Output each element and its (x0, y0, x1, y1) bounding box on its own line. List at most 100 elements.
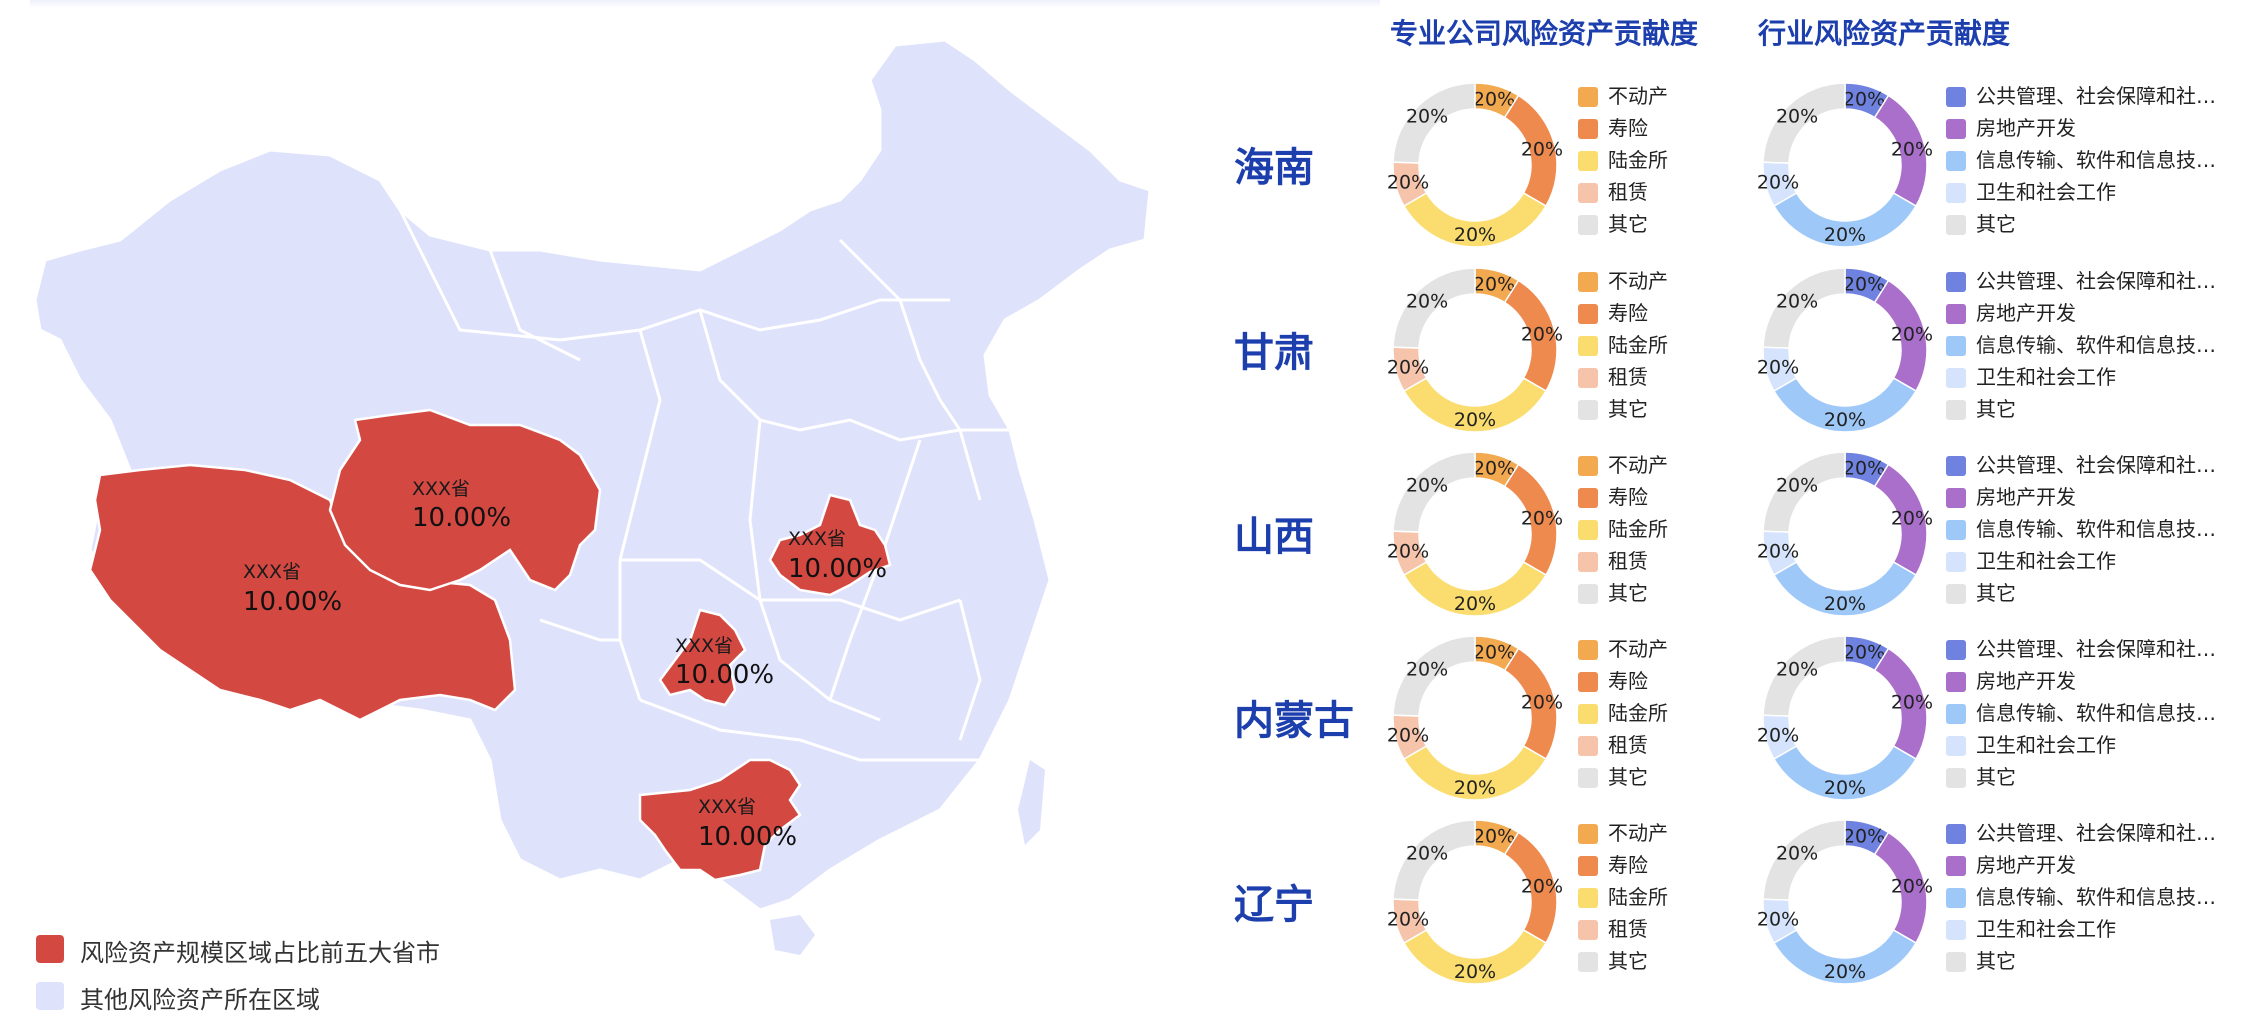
legend-swatch (1946, 768, 1966, 788)
donut-slice-label: 20% (1824, 777, 1866, 799)
legend-swatch (1578, 552, 1598, 572)
legend-swatch (1946, 888, 1966, 908)
region-name: 海南 (1234, 145, 1314, 191)
legend-swatch (1578, 488, 1598, 508)
legend-swatch (1578, 520, 1598, 540)
legend-swatch (1578, 215, 1598, 235)
legend-swatch (1578, 304, 1598, 324)
donut-slice (1392, 451, 1476, 533)
company-contribution-title: 专业公司风险资产贡献度 (1390, 17, 1699, 50)
legend-label: 租赁 (1608, 733, 1648, 757)
legend-label: 卫生和社会工作 (1976, 733, 2116, 757)
donut-chart: 20% 20% 20% 20% 20% (1757, 635, 1933, 801)
donut-slice-label: 20% (1521, 507, 1563, 529)
legend-swatch (1578, 151, 1598, 171)
legend-swatch (1578, 87, 1598, 107)
border-line (898, 299, 982, 501)
donut-slice-label: 20% (1521, 691, 1563, 713)
donut-slice (1392, 819, 1476, 901)
donut-slice-label: 20% (1891, 691, 1933, 713)
legend-label: 公共管理、社会保障和社… (1976, 821, 2216, 845)
legend-swatch (1578, 640, 1598, 660)
legend-swatch (1946, 368, 1966, 388)
legend-swatch (1946, 640, 1966, 660)
donut-slice-label: 20% (1843, 458, 1885, 480)
donut-slice-label: 20% (1387, 541, 1429, 563)
donut-slice-label: 20% (1757, 725, 1799, 747)
legend-swatch (1578, 920, 1598, 940)
donut-chart: 20% 20% 20% 20% 20% (1387, 82, 1563, 248)
legend-label: 其它 (1608, 397, 1648, 421)
legend-swatch (1578, 672, 1598, 692)
province-xizang (88, 463, 517, 722)
donut-slice (1762, 635, 1846, 717)
legend-swatch (1578, 456, 1598, 476)
province-name-label: XXX省 (412, 478, 470, 500)
legend-label: 其它 (1976, 949, 2016, 973)
donut-slice-label: 20% (1776, 842, 1818, 864)
legend-label: 其它 (1976, 581, 2016, 605)
donut-slice-label: 20% (1824, 593, 1866, 615)
legend-swatch (1578, 888, 1598, 908)
industry-contribution-title: 行业风险资产贡献度 (1758, 17, 2011, 50)
region-name: 内蒙古 (1234, 698, 1354, 744)
border-line (838, 238, 902, 302)
donut-slice-label: 20% (1843, 89, 1885, 111)
legend-label: 租赁 (1608, 365, 1648, 389)
donut-slice-label: 20% (1891, 138, 1933, 160)
province-shaanxi (768, 493, 892, 597)
donut-slice (1392, 82, 1476, 164)
province-value-label: 10.00% (788, 554, 887, 584)
legend-label: 公共管理、社会保障和社… (1976, 453, 2216, 477)
donut-slice-label: 20% (1776, 658, 1818, 680)
legend-label: 其它 (1976, 212, 2016, 236)
donut-slice-label: 20% (1521, 323, 1563, 345)
donut-slice-label: 20% (1824, 409, 1866, 431)
legend-label: 信息传输、软件和信息技… (1976, 517, 2216, 541)
legend-label: 卫生和社会工作 (1976, 549, 2116, 573)
legend-label: 公共管理、社会保障和社… (1976, 84, 2216, 108)
donut-slice-label: 20% (1843, 274, 1885, 296)
donut-slice-label: 20% (1757, 541, 1799, 563)
province-guangxi (638, 758, 802, 882)
donut-slice-label: 20% (1776, 105, 1818, 127)
legend-swatch (1578, 768, 1598, 788)
legend-label: 卫生和社会工作 (1976, 365, 2116, 389)
legend-label: 房地产开发 (1976, 116, 2076, 140)
donut-slice (1762, 82, 1846, 164)
legend-label: 寿险 (1608, 485, 1648, 509)
legend-swatch (1946, 672, 1966, 692)
legend-swatch (1578, 119, 1598, 139)
province-name-label: XXX省 (243, 561, 301, 583)
donut-slice (1762, 267, 1846, 349)
donut-slice-label: 20% (1387, 357, 1429, 379)
legend-swatch (1578, 704, 1598, 724)
legend-label: 风险资产规模区域占比前五大省市 (80, 939, 440, 967)
donut-slice (1392, 635, 1476, 717)
donut-chart: 20% 20% 20% 20% 20% (1387, 451, 1563, 617)
donut-slice-label: 20% (1521, 875, 1563, 897)
legend-swatch (1946, 856, 1966, 876)
border-line (539, 618, 620, 642)
province-name-label: XXX省 (788, 528, 846, 550)
legend-label: 寿险 (1608, 301, 1648, 325)
legend-swatch (1946, 119, 1966, 139)
region-name: 山西 (1234, 514, 1314, 560)
legend-swatch (1946, 400, 1966, 420)
legend-label: 不动产 (1608, 453, 1668, 477)
donut-slice-label: 20% (1387, 909, 1429, 931)
province-name-label: XXX省 (698, 796, 756, 818)
border-line (618, 329, 662, 701)
legend-label: 租赁 (1608, 180, 1648, 204)
legend-label: 不动产 (1608, 84, 1668, 108)
donut-slice-label: 20% (1387, 172, 1429, 194)
map-island-hainan (770, 915, 815, 955)
legend-label: 房地产开发 (1976, 301, 2076, 325)
donut-slice-label: 20% (1776, 474, 1818, 496)
legend-swatch (1946, 824, 1966, 844)
legend-label: 租赁 (1608, 549, 1648, 573)
donut-slice-label: 20% (1473, 642, 1515, 664)
donut-chart: 20% 20% 20% 20% 20% (1387, 635, 1563, 801)
legend-label: 陆金所 (1608, 701, 1668, 725)
province-labels: XXX省 10.00% XXX省 10.00% XXX省 10.00% XXX省… (243, 478, 887, 852)
